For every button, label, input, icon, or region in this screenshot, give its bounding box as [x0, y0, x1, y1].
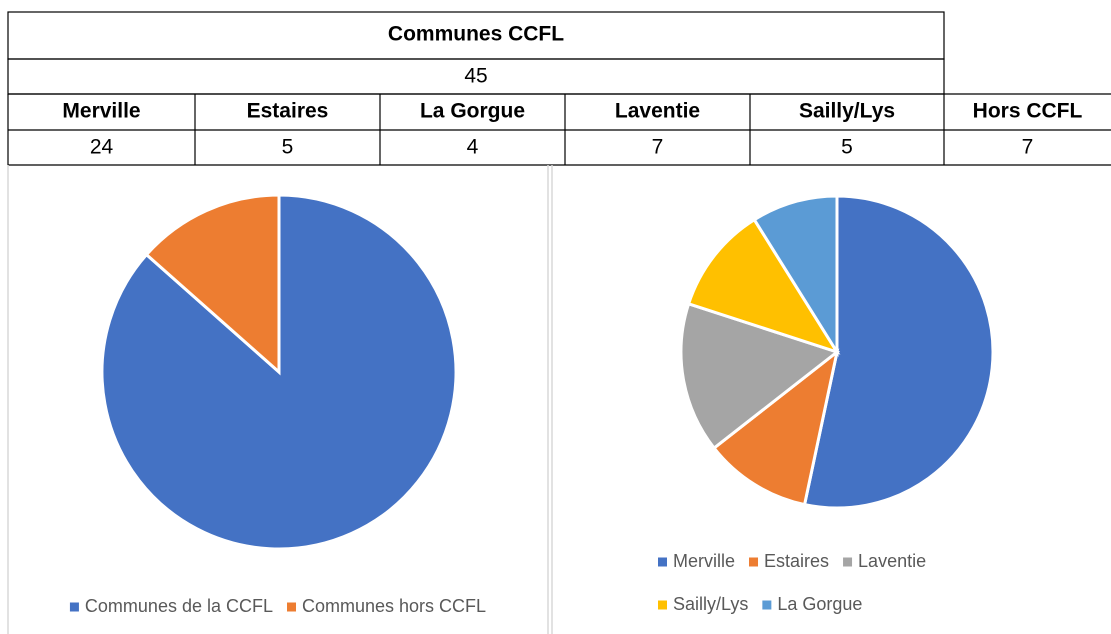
column-value: 4 — [467, 136, 479, 159]
legend-swatch — [749, 557, 759, 567]
legend-label: Merville — [673, 551, 735, 571]
column-header: Sailly/Lys — [799, 100, 895, 123]
legend-swatch — [762, 600, 772, 610]
pie-slice — [686, 217, 841, 355]
pie-slice — [711, 348, 840, 507]
column-value: 5 — [841, 136, 853, 159]
column-value: 24 — [90, 136, 114, 159]
table — [7, 11, 1111, 166]
pie-slice — [802, 194, 995, 510]
legend-label: Estaires — [764, 551, 829, 571]
legend-label: Laventie — [858, 551, 926, 571]
legend-label: Communes de la CCFL — [85, 596, 273, 616]
pie-slice — [752, 194, 839, 358]
legend-swatch — [287, 602, 297, 612]
column-header: Laventie — [615, 100, 700, 123]
table-title: Communes CCFL — [388, 23, 564, 46]
column-header: La Gorgue — [420, 100, 525, 123]
legend-label: La Gorgue — [777, 594, 862, 614]
column-value: 5 — [282, 136, 294, 159]
column-value: 7 — [1022, 136, 1034, 159]
column-header: Hors CCFL — [973, 100, 1083, 123]
legend-label: Sailly/Lys — [673, 594, 748, 614]
chart-frames — [7, 165, 553, 634]
column-header: Estaires — [247, 100, 329, 123]
legend-swatch — [843, 557, 853, 567]
legend-swatch — [658, 600, 667, 610]
column-value: 7 — [652, 136, 664, 159]
column-header: Merville — [62, 100, 140, 123]
pie-slice — [144, 193, 281, 376]
table-total: 45 — [464, 65, 487, 88]
legend-swatch — [658, 557, 667, 567]
legend-label: Communes hors CCFL — [302, 596, 486, 616]
legend-swatch — [69, 602, 79, 612]
